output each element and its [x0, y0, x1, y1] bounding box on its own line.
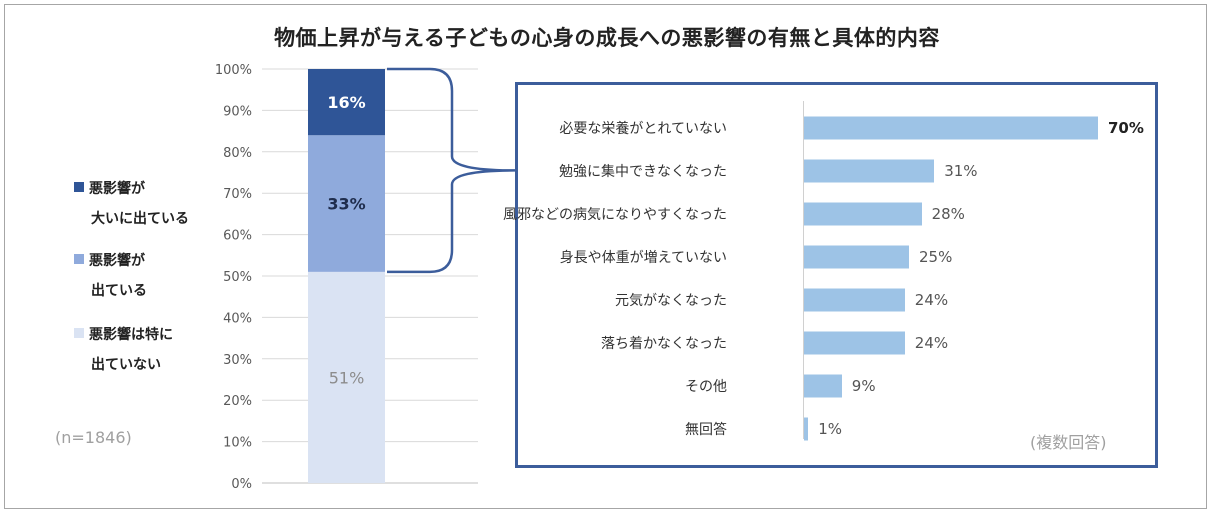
- category-label: その他: [685, 379, 727, 395]
- answer-bar: [804, 245, 909, 269]
- category-label: 必要な栄養がとれていない: [559, 121, 727, 137]
- legend-label: 悪影響が: [89, 181, 145, 197]
- category-label: 風邪などの病気になりやすくなった: [503, 207, 727, 223]
- y-tick-label: 100%: [215, 63, 252, 78]
- stack-segment: [308, 69, 385, 136]
- stack-segment: [308, 135, 385, 272]
- legend-label: 出ていない: [91, 357, 161, 373]
- answer-value-label: 28%: [931, 205, 965, 223]
- answer-value-label: 24%: [914, 291, 949, 309]
- legend-label: 大いに出ている: [91, 211, 189, 227]
- legend-label: 悪影響は特に: [89, 327, 173, 343]
- segment-value-label: 33%: [327, 195, 365, 214]
- sample-size-note: (n=1846): [55, 428, 132, 447]
- legend-label: 悪影響が: [89, 253, 145, 269]
- y-tick-label: 0%: [231, 477, 252, 492]
- category-label: 元気がなくなった: [615, 293, 727, 309]
- answer-bar: [804, 159, 935, 183]
- segment-value-label: 51%: [329, 368, 365, 387]
- legend-swatch: [74, 328, 84, 338]
- legend-label: 出ている: [91, 283, 147, 299]
- category-label: 勉強に集中できなくなった: [559, 164, 727, 180]
- y-tick-label: 70%: [223, 187, 252, 202]
- category-label: 身長や体重が増えていない: [559, 250, 727, 266]
- y-tick-label: 50%: [223, 270, 252, 285]
- answer-value-label: 70%: [1108, 119, 1144, 137]
- chart-title: 物価上昇が与える子どもの心身の成長への悪影響の有無と具体的内容: [274, 26, 940, 50]
- answer-bar: [804, 202, 922, 226]
- y-tick-label: 30%: [223, 353, 252, 368]
- answer-value-label: 31%: [944, 162, 978, 180]
- y-tick-label: 60%: [223, 229, 252, 244]
- answer-bar: [804, 417, 809, 441]
- legend-swatch: [74, 182, 84, 192]
- answer-bar: [804, 288, 905, 312]
- stack-segment: [308, 271, 385, 483]
- answer-value-label: 24%: [914, 334, 949, 352]
- detail-box: (複数回答) 必要な栄養がとれていない 70% 勉強に集中できなくなった 31% 風邪な…: [503, 82, 1158, 468]
- answer-bar: [804, 331, 905, 355]
- y-tick-label: 80%: [223, 146, 252, 161]
- legend-swatch: [74, 254, 84, 264]
- category-label: 無回答: [685, 422, 727, 438]
- answer-value-label: 9%: [851, 377, 876, 395]
- answer-value-label: 25%: [919, 248, 953, 266]
- y-tick-label: 10%: [223, 436, 252, 451]
- y-tick-label: 40%: [223, 311, 252, 326]
- multiple-answer-note: (複数回答): [1030, 433, 1107, 452]
- y-tick-label: 90%: [223, 104, 252, 119]
- answer-bar: [804, 116, 1098, 140]
- category-label: 落ち着かなくなった: [601, 336, 727, 352]
- legend-item-impact: 悪影響が 出ている: [74, 246, 147, 306]
- answer-bar: [804, 374, 842, 398]
- legend-item-large-impact: 悪影響が 大いに出ている: [74, 174, 189, 234]
- answer-value-label: 1%: [818, 420, 842, 438]
- legend-item-no-impact: 悪影響は特に 出ていない: [74, 320, 173, 380]
- brace-connector: [387, 67, 516, 274]
- segment-value-label: 16%: [327, 93, 365, 112]
- category-axis-line: [803, 101, 804, 439]
- y-tick-label: 20%: [223, 394, 252, 409]
